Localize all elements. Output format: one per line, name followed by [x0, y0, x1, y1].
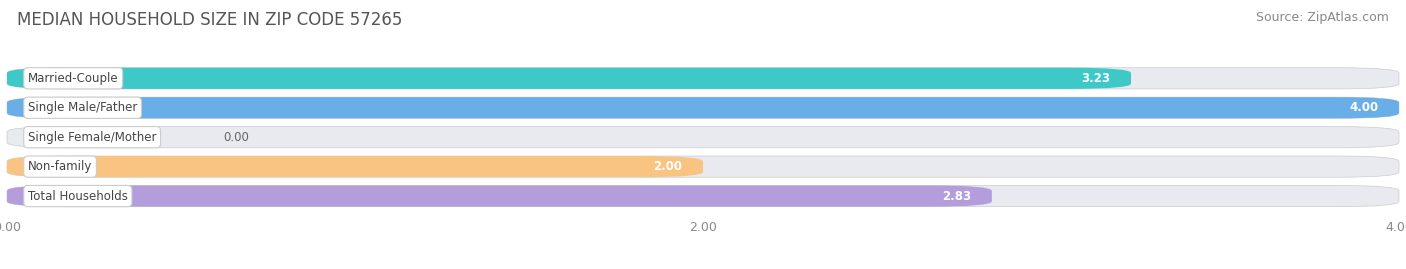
Text: Non-family: Non-family: [28, 160, 93, 173]
Text: 0.00: 0.00: [222, 131, 249, 144]
Text: Single Female/Mother: Single Female/Mother: [28, 131, 156, 144]
FancyBboxPatch shape: [7, 97, 1399, 118]
Text: Source: ZipAtlas.com: Source: ZipAtlas.com: [1256, 11, 1389, 24]
Text: 4.00: 4.00: [1348, 101, 1378, 114]
FancyBboxPatch shape: [7, 156, 1399, 177]
Text: Total Households: Total Households: [28, 190, 128, 203]
Text: 2.83: 2.83: [942, 190, 972, 203]
FancyBboxPatch shape: [7, 127, 1399, 148]
Text: 3.23: 3.23: [1081, 72, 1111, 85]
Text: MEDIAN HOUSEHOLD SIZE IN ZIP CODE 57265: MEDIAN HOUSEHOLD SIZE IN ZIP CODE 57265: [17, 11, 402, 29]
FancyBboxPatch shape: [7, 68, 1399, 89]
FancyBboxPatch shape: [7, 97, 1399, 118]
Text: Single Male/Father: Single Male/Father: [28, 101, 138, 114]
FancyBboxPatch shape: [7, 156, 703, 177]
Text: 2.00: 2.00: [654, 160, 682, 173]
FancyBboxPatch shape: [7, 185, 1399, 207]
Text: Married-Couple: Married-Couple: [28, 72, 118, 85]
FancyBboxPatch shape: [7, 68, 1130, 89]
FancyBboxPatch shape: [7, 185, 991, 207]
